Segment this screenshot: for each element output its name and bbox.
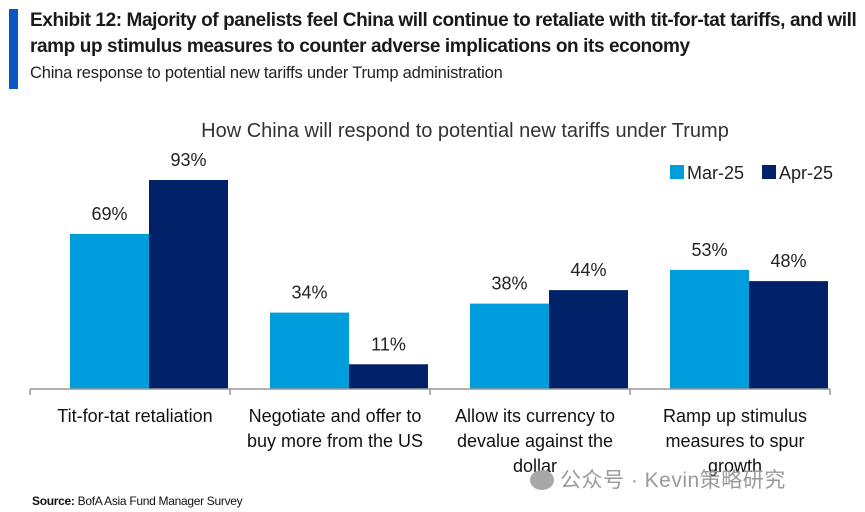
exhibit-title: Exhibit 12: Majority of panelists feel C… [30,10,857,57]
category-label: Allow its currency to [455,406,615,426]
data-label: 93% [170,150,206,170]
bar-apr-25-1 [349,364,428,389]
bar-mar-25-0 [70,233,149,389]
watermark-text: 公众号 · Kevin策略研究 [560,469,786,492]
category-label: buy more from the US [247,431,423,451]
exhibit-subtitle: China response to potential new tariffs … [30,64,503,82]
bar-apr-25-0 [149,180,228,389]
data-label: 11% [371,334,406,354]
legend-label-apr-25: Apr-25 [779,163,833,183]
source-text: BofA Asia Fund Manager Survey [77,494,243,508]
category-label: Negotiate and offer to [249,406,422,426]
data-label: 44% [570,260,606,280]
bar-mar-25-3 [670,269,749,389]
chart-title: How China will respond to potential new … [201,120,729,142]
data-label: 34% [291,283,327,303]
bars-group: 69% 93% 34% 11% 38% 44% 53% 48% [70,150,828,389]
data-label: 69% [91,204,127,224]
legend-swatch-apr-25 [762,165,776,179]
category-label: devalue against the [457,431,613,451]
data-label: 38% [491,274,527,294]
data-label: 48% [770,251,806,271]
legend: Mar-25 Apr-25 [670,163,833,183]
legend-label-mar-25: Mar-25 [687,163,744,183]
bar-mar-25-2 [470,303,549,389]
source-note: Source: BofA Asia Fund Manager Survey [32,494,243,508]
wechat-icon [530,470,554,490]
x-axis: Tit-for-tat retaliation Negotiate and off… [29,388,831,476]
bar-mar-25-1 [270,312,349,389]
bar-apr-25-3 [749,281,828,389]
category-label: measures to spur [665,431,804,451]
watermark: 公众号 · Kevin策略研究 [530,464,786,494]
category-label: growth [708,456,762,476]
bar-apr-25-2 [549,290,628,389]
legend-swatch-mar-25 [670,165,684,179]
category-label: Tit-for-tat retaliation [57,406,212,426]
data-label: 53% [691,240,727,260]
source-label: Source: [32,494,75,508]
accent-bar [9,9,18,89]
category-label: Ramp up stimulus [663,406,807,426]
